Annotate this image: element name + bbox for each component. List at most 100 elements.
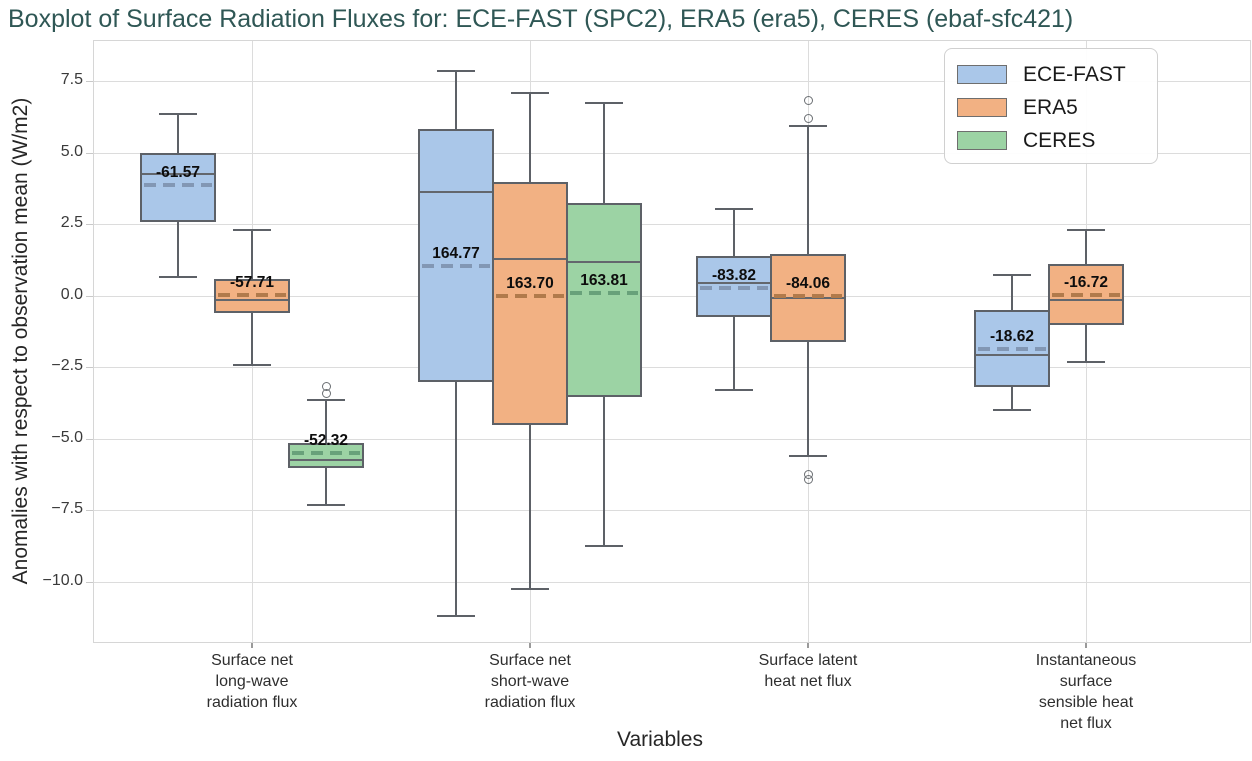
y-tick-label: 2.5 [60,214,83,232]
legend-swatch [957,131,1007,150]
mean-line [496,293,564,298]
mean-line [292,451,360,456]
whisker-cap [585,101,623,104]
box [140,152,216,222]
mean-value-label: -83.82 [712,266,756,284]
y-tick-mark [86,224,93,226]
whisker-cap [307,399,345,402]
whisker-cap [1067,229,1105,232]
box [492,181,568,425]
median-line [1050,299,1122,302]
outlier-point [803,114,813,124]
median-line [568,260,640,263]
y-tick-mark [86,81,93,83]
h-gridline [93,81,1250,83]
y-tick-mark [86,295,93,297]
y-tick-mark [86,152,93,154]
x-tick-label: Surface net long-wave radiation flux [206,652,298,711]
median-line [216,299,288,302]
chart-title: Boxplot of Surface Radiation Fluxes for:… [8,5,1074,33]
x-tick-mark [807,642,809,648]
h-gridline [93,152,1250,154]
y-tick-mark [86,367,93,369]
median-line [420,190,492,193]
mean-value-label: -61.57 [156,164,200,182]
x-tick-label: Surface latent heat net flux [758,652,858,690]
y-tick-label: −7.5 [51,500,83,518]
h-gridline [93,367,1250,369]
y-tick-mark [86,581,93,583]
median-line [494,257,566,260]
box [288,443,364,468]
mean-value-label: 163.70 [506,274,554,292]
whisker-cap [511,588,549,591]
box [566,203,642,398]
mean-line [700,285,768,290]
plot-frame [93,40,1251,643]
h-gridline [93,581,1250,583]
x-tick-label: Instantaneous surface sensible heat net … [1035,652,1137,732]
legend-label: ECE-FAST [1023,62,1126,86]
y-tick-mark [86,510,93,512]
y-tick-mark [86,438,93,440]
mean-value-label: -57.71 [230,274,274,292]
whisker-cap [233,229,271,232]
whisker-cap [789,455,827,458]
mean-line [978,347,1046,352]
outlier-point [803,475,813,485]
h-gridline [93,438,1250,440]
whisker-cap [159,113,197,116]
y-tick-label: −5.0 [51,428,83,446]
y-tick-label: −2.5 [51,357,83,375]
h-gridline [93,295,1250,297]
whisker-cap [159,276,197,279]
h-gridline [93,510,1250,512]
mean-line [1052,293,1120,298]
whisker-cap [307,503,345,506]
x-tick-mark [529,642,531,648]
median-line [772,297,844,300]
whisker-cap [437,70,475,73]
legend-label: CERES [1023,128,1096,152]
whisker-cap [1067,360,1105,363]
mean-value-label: 164.77 [432,244,480,262]
whisker-cap [437,615,475,618]
outlier-point [803,95,813,105]
legend-items: ECE-FAST ERA5 CERES [957,58,1157,157]
box [418,128,494,382]
legend-label: ERA5 [1023,95,1078,119]
outlier-point [321,389,331,399]
mean-line [218,293,286,298]
whisker-cap [715,389,753,392]
median-line [290,459,362,462]
legend-item-era5: ERA5 [957,91,1157,124]
x-tick-mark [251,642,253,648]
y-tick-label: −10.0 [42,571,83,589]
legend-item-ece-fast: ECE-FAST [957,58,1157,91]
mean-value-label: 163.81 [580,272,628,290]
whisker-cap [715,207,753,210]
h-gridline [93,224,1250,226]
whisker-cap [789,124,827,127]
mean-line [570,291,638,296]
mean-value-label: -84.06 [786,274,830,292]
median-line [976,353,1048,356]
whisker-cap [511,91,549,94]
x-tick-mark [1085,642,1087,648]
mean-line [144,183,212,188]
median-line [698,282,770,285]
x-axis-title: Variables [617,728,703,751]
legend-item-ceres: CERES [957,124,1157,157]
mean-line [422,263,490,268]
whisker-cap [993,409,1031,412]
mean-value-label: -16.72 [1064,274,1108,292]
legend-swatch [957,98,1007,117]
y-tick-label: 7.5 [60,71,83,89]
mean-line [774,293,842,298]
legend: ECE-FAST ERA5 CERES [944,48,1158,164]
whisker-cap [585,545,623,548]
whisker-cap [233,363,271,366]
median-line [142,173,214,176]
x-tick-label: Surface net short-wave radiation flux [484,652,576,711]
